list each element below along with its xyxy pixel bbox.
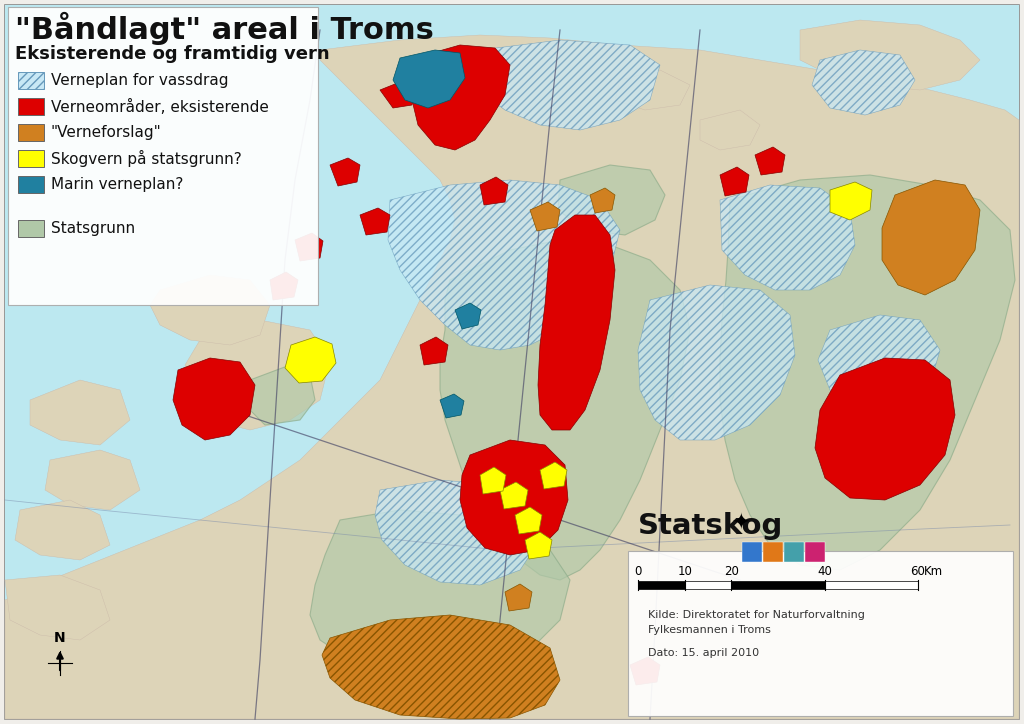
Polygon shape xyxy=(455,303,481,329)
Polygon shape xyxy=(322,615,560,719)
FancyBboxPatch shape xyxy=(18,72,44,89)
Text: Km: Km xyxy=(924,565,943,578)
Polygon shape xyxy=(393,50,465,108)
Polygon shape xyxy=(330,158,360,186)
Polygon shape xyxy=(480,177,508,205)
Text: 60: 60 xyxy=(910,565,926,578)
Polygon shape xyxy=(558,165,665,235)
Text: "Båndlagt" areal i Troms: "Båndlagt" areal i Troms xyxy=(15,12,434,45)
Text: N: N xyxy=(54,631,66,645)
Polygon shape xyxy=(818,315,940,408)
Text: Verneområder, eksisterende: Verneområder, eksisterende xyxy=(51,98,269,114)
Bar xyxy=(742,542,762,562)
Polygon shape xyxy=(30,380,130,445)
Polygon shape xyxy=(380,82,415,108)
Bar xyxy=(824,581,918,589)
Polygon shape xyxy=(5,5,300,500)
Polygon shape xyxy=(5,35,1019,719)
Polygon shape xyxy=(615,70,690,110)
Polygon shape xyxy=(638,285,795,440)
Text: 20: 20 xyxy=(724,565,738,578)
Polygon shape xyxy=(800,20,980,90)
Polygon shape xyxy=(5,5,1019,655)
Polygon shape xyxy=(882,180,980,295)
Polygon shape xyxy=(285,337,336,383)
Text: Statskog: Statskog xyxy=(638,512,783,540)
Polygon shape xyxy=(388,180,620,350)
Polygon shape xyxy=(295,233,323,261)
Bar xyxy=(628,551,1013,716)
Text: Eksisterende og framtidig vern: Eksisterende og framtidig vern xyxy=(15,45,330,63)
Polygon shape xyxy=(755,147,785,175)
Text: ✦: ✦ xyxy=(731,514,750,534)
Polygon shape xyxy=(375,480,540,585)
Polygon shape xyxy=(270,272,298,300)
Polygon shape xyxy=(720,185,855,290)
Polygon shape xyxy=(300,5,1019,130)
Polygon shape xyxy=(470,40,660,130)
Bar xyxy=(805,542,825,562)
Polygon shape xyxy=(500,482,528,509)
Polygon shape xyxy=(185,320,330,430)
Polygon shape xyxy=(525,532,552,559)
Polygon shape xyxy=(420,337,449,365)
Polygon shape xyxy=(720,167,749,196)
Polygon shape xyxy=(590,188,615,213)
Polygon shape xyxy=(515,507,542,534)
Text: "Verneforslag": "Verneforslag" xyxy=(51,125,162,140)
Polygon shape xyxy=(700,110,760,150)
Bar xyxy=(731,581,824,589)
Bar xyxy=(8,7,318,305)
Polygon shape xyxy=(300,5,750,160)
Polygon shape xyxy=(412,45,510,150)
Polygon shape xyxy=(460,440,568,555)
Polygon shape xyxy=(815,358,955,500)
Text: 40: 40 xyxy=(817,565,833,578)
Text: Verneplan for vassdrag: Verneplan for vassdrag xyxy=(51,73,228,88)
FancyBboxPatch shape xyxy=(18,98,44,115)
Bar xyxy=(763,542,783,562)
Bar xyxy=(638,581,685,589)
Polygon shape xyxy=(173,358,255,440)
FancyBboxPatch shape xyxy=(18,124,44,141)
Bar xyxy=(784,542,804,562)
Polygon shape xyxy=(830,182,872,220)
Polygon shape xyxy=(720,175,1015,570)
Polygon shape xyxy=(440,240,690,580)
Polygon shape xyxy=(630,657,660,685)
FancyBboxPatch shape xyxy=(18,176,44,193)
Polygon shape xyxy=(812,50,915,115)
Polygon shape xyxy=(530,202,560,231)
Text: Fylkesmannen i Troms: Fylkesmannen i Troms xyxy=(648,625,771,635)
FancyBboxPatch shape xyxy=(18,220,44,237)
Text: Skogvern på statsgrunn?: Skogvern på statsgrunn? xyxy=(51,150,242,167)
Polygon shape xyxy=(505,584,532,611)
Polygon shape xyxy=(480,467,506,494)
Text: Dato: 15. april 2010: Dato: 15. april 2010 xyxy=(648,648,759,658)
Polygon shape xyxy=(310,510,570,680)
Polygon shape xyxy=(15,500,110,560)
Polygon shape xyxy=(440,394,464,418)
Polygon shape xyxy=(5,5,1019,719)
Text: Marin verneplan?: Marin verneplan? xyxy=(51,177,183,192)
Polygon shape xyxy=(538,215,615,430)
Text: 0: 0 xyxy=(634,565,642,578)
Polygon shape xyxy=(150,275,270,345)
FancyBboxPatch shape xyxy=(18,150,44,167)
Polygon shape xyxy=(45,450,140,510)
Polygon shape xyxy=(248,365,315,425)
Text: Kilde: Direktoratet for Naturforvaltning: Kilde: Direktoratet for Naturforvaltning xyxy=(648,610,865,620)
Bar xyxy=(685,581,731,589)
Text: Statsgrunn: Statsgrunn xyxy=(51,221,135,236)
Polygon shape xyxy=(5,575,110,640)
Polygon shape xyxy=(540,462,567,489)
Text: 10: 10 xyxy=(677,565,692,578)
Polygon shape xyxy=(360,208,390,235)
